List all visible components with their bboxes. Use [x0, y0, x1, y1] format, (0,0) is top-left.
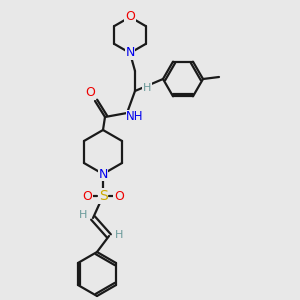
Text: N: N	[125, 46, 135, 59]
Text: O: O	[125, 11, 135, 23]
Text: S: S	[99, 189, 107, 203]
Text: O: O	[82, 190, 92, 202]
Text: H: H	[115, 230, 123, 240]
Text: NH: NH	[126, 110, 144, 124]
Text: H: H	[143, 83, 151, 93]
Text: N: N	[98, 167, 108, 181]
Text: O: O	[114, 190, 124, 202]
Text: O: O	[85, 86, 95, 100]
Text: H: H	[79, 210, 87, 220]
